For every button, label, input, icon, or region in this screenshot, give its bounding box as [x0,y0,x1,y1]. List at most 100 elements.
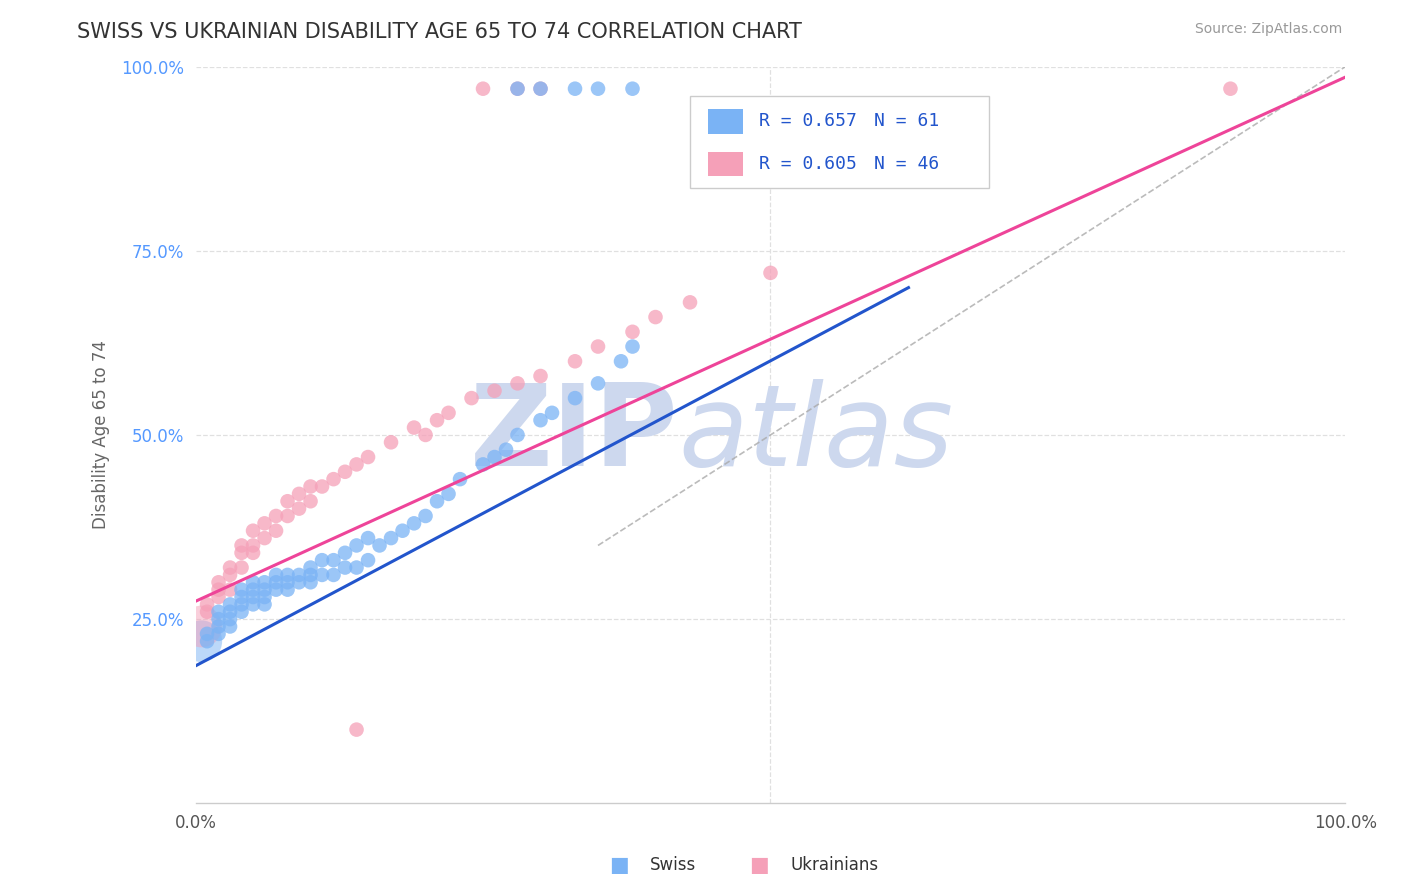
Point [437,487,460,501]
Point [460,391,482,405]
Point [311,479,333,493]
FancyBboxPatch shape [690,96,988,188]
Text: atlas: atlas [679,379,953,491]
Point [231,598,253,612]
Point [346,458,368,472]
Point [322,553,344,567]
Point [219,605,242,619]
Point [322,568,344,582]
Point [219,612,242,626]
Point [264,568,287,582]
Point [299,494,322,508]
Point [253,582,276,597]
Point [264,582,287,597]
Point [231,590,253,604]
Text: ZIP: ZIP [470,379,679,491]
Text: ■: ■ [609,855,628,875]
Point [253,575,276,590]
Point [586,81,609,95]
Point [472,458,495,472]
Point [231,560,253,574]
Point [586,339,609,353]
Point [391,524,413,538]
Text: N = 46: N = 46 [875,155,939,173]
Point [506,428,529,442]
Point [357,553,380,567]
Point [288,487,311,501]
Point [195,605,218,619]
Point [402,516,425,531]
Point [242,524,264,538]
Point [242,598,264,612]
Point [426,413,449,427]
Point [242,538,264,552]
Point [529,413,551,427]
Point [219,560,242,574]
Text: Source: ZipAtlas.com: Source: ZipAtlas.com [1195,22,1343,37]
Point [253,531,276,545]
Point [207,590,229,604]
Point [299,560,322,574]
Point [207,582,229,597]
Point [311,553,333,567]
Point [195,598,218,612]
Point [242,590,264,604]
Point [506,81,529,95]
Point [564,354,586,368]
Point [277,575,299,590]
Point [621,339,644,353]
Point [610,354,633,368]
Point [299,479,322,493]
Point [219,568,242,582]
Point [380,531,402,545]
Point [322,472,344,486]
Text: R = 0.657: R = 0.657 [759,112,856,130]
Point [311,568,333,582]
Point [346,538,368,552]
Point [242,575,264,590]
Point [529,81,551,95]
Point [299,568,322,582]
Point [207,627,229,641]
Point [195,634,218,648]
Point [472,81,495,95]
Point [402,420,425,434]
Text: Ukrainians: Ukrainians [790,856,879,874]
Point [506,376,529,391]
Point [529,369,551,384]
Point [437,406,460,420]
Point [346,723,368,737]
Point [195,627,218,641]
Point [415,428,437,442]
Point [759,266,782,280]
Point [207,612,229,626]
Point [231,546,253,560]
Point [586,376,609,391]
Point [415,508,437,523]
Point [190,634,212,648]
Point [564,391,586,405]
Point [426,494,449,508]
Point [219,598,242,612]
Text: N = 61: N = 61 [875,112,939,130]
Text: SWISS VS UKRAINIAN DISABILITY AGE 65 TO 74 CORRELATION CHART: SWISS VS UKRAINIAN DISABILITY AGE 65 TO … [77,22,803,42]
Point [346,560,368,574]
Point [242,546,264,560]
Text: Swiss: Swiss [650,856,696,874]
Point [253,516,276,531]
Point [207,575,229,590]
Point [380,435,402,450]
Point [253,598,276,612]
Point [207,605,229,619]
Point [357,531,380,545]
Point [299,575,322,590]
Text: R = 0.605: R = 0.605 [759,155,856,173]
Point [264,524,287,538]
Point [288,568,311,582]
Point [277,582,299,597]
Point [333,560,356,574]
Point [264,508,287,523]
Point [333,465,356,479]
Point [506,81,529,95]
Text: ■: ■ [749,855,769,875]
